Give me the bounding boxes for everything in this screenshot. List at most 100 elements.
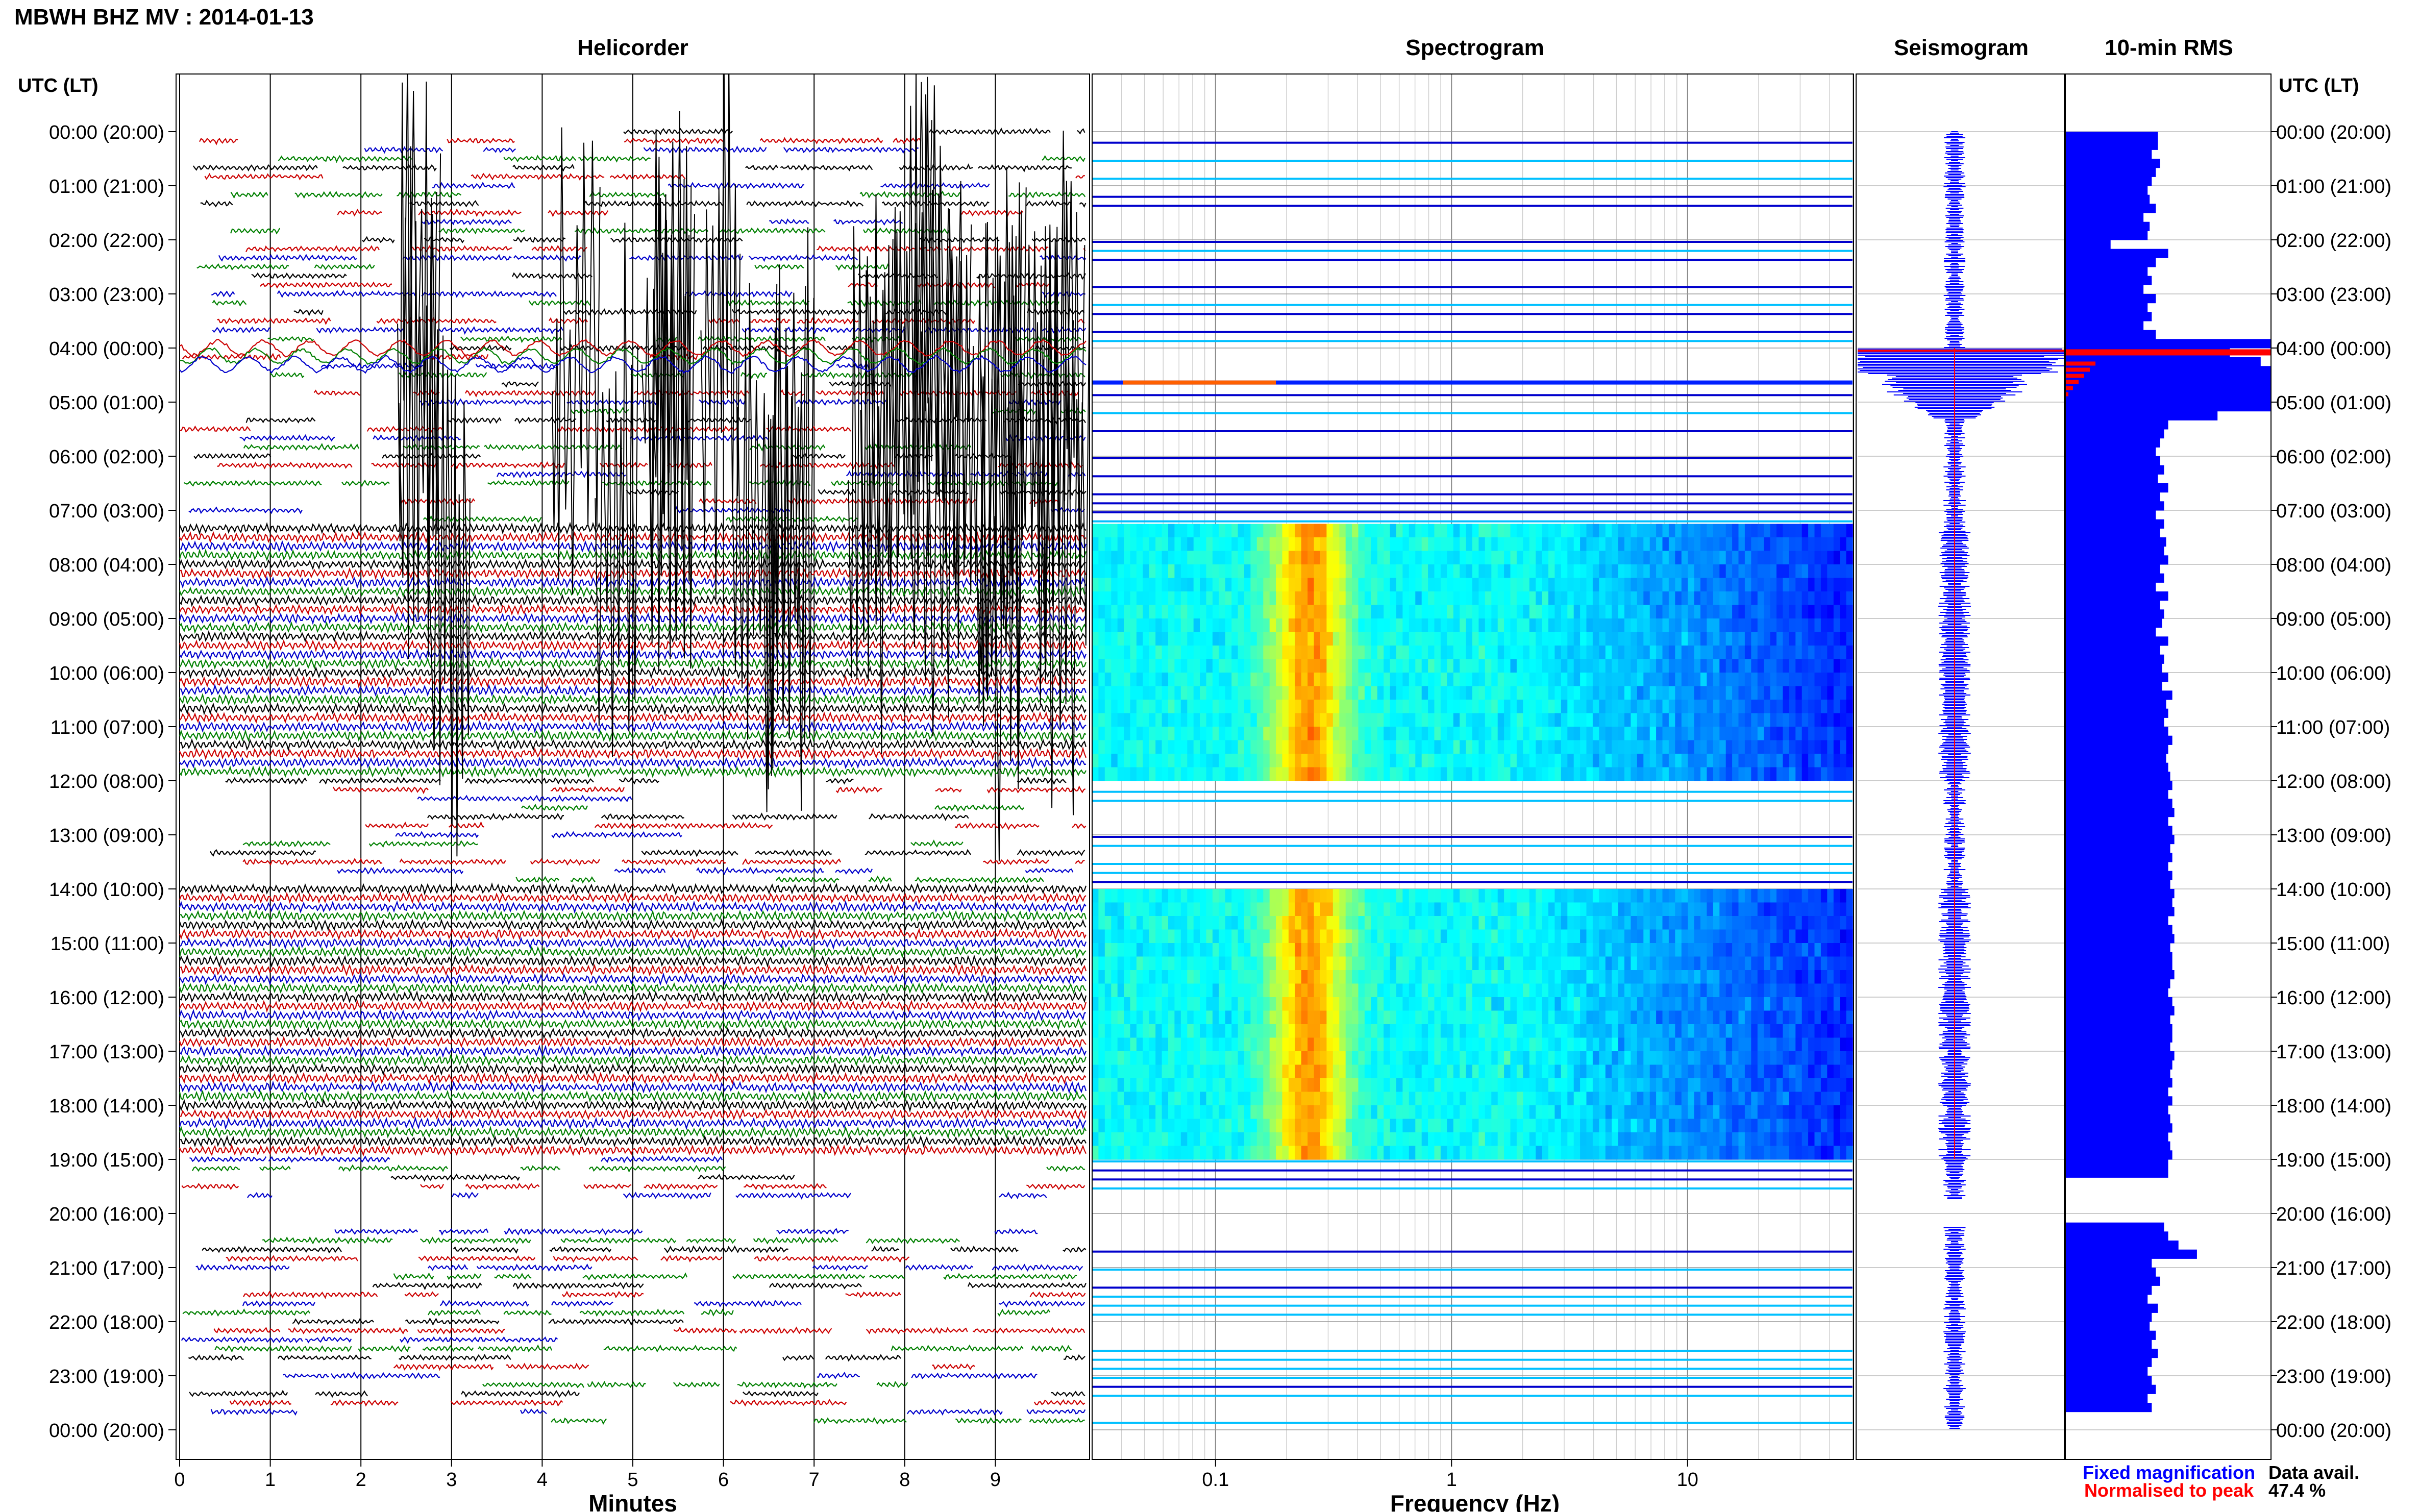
spectrogram-cell bbox=[1415, 970, 1422, 984]
spectrogram-cell bbox=[1694, 754, 1701, 767]
spectrogram-cell bbox=[1846, 618, 1853, 632]
spectrogram-cell bbox=[1618, 632, 1625, 646]
spectrogram-cell bbox=[1377, 889, 1384, 903]
spectrogram-cell bbox=[1707, 618, 1714, 632]
spectrogram-cell bbox=[1339, 727, 1346, 740]
spectrogram-cell bbox=[1478, 1037, 1486, 1052]
spectrogram-cell bbox=[1314, 700, 1321, 713]
spectrogram-cell bbox=[1440, 943, 1448, 957]
spectrogram-cell bbox=[1542, 929, 1549, 944]
spectrogram-cell bbox=[1098, 713, 1105, 727]
spectrogram-cell bbox=[1840, 916, 1847, 930]
spectrogram-cell bbox=[1586, 889, 1593, 903]
spectrogram-cell bbox=[1554, 956, 1562, 971]
spectrogram-cell bbox=[1162, 551, 1169, 565]
spectrogram-cell bbox=[1713, 646, 1720, 659]
spectrogram-cell bbox=[1396, 970, 1403, 984]
spectrogram-cell bbox=[1548, 1024, 1556, 1038]
spectrogram-cell bbox=[1143, 970, 1150, 984]
spectrogram-cell bbox=[1409, 578, 1416, 592]
spectrogram-cell bbox=[1840, 537, 1847, 551]
spectrogram-cell bbox=[1263, 956, 1270, 971]
spectrogram-cell bbox=[1789, 1024, 1796, 1038]
spectrogram-cell bbox=[1440, 605, 1448, 619]
spectrogram-cell bbox=[1332, 673, 1340, 686]
spectrogram-cell bbox=[1573, 1010, 1581, 1025]
spectrogram-cell bbox=[1643, 956, 1650, 971]
spectrogram-cell bbox=[1130, 686, 1137, 700]
spectrogram-cell bbox=[1193, 591, 1200, 605]
spectrogram-cell bbox=[1092, 754, 1099, 767]
spectrogram-cell bbox=[1174, 970, 1181, 984]
spectrogram-cell bbox=[1219, 1078, 1226, 1092]
spectrogram-cell bbox=[1440, 997, 1448, 1011]
spectrogram-cell bbox=[1548, 1078, 1556, 1092]
spectrogram-cell bbox=[1789, 551, 1796, 565]
spectrogram-cell bbox=[1180, 591, 1188, 605]
spectrogram-cell bbox=[1339, 632, 1346, 646]
spectrogram-cell bbox=[1548, 659, 1556, 673]
spectrogram-cell bbox=[1352, 591, 1359, 605]
spectrogram-cell bbox=[1801, 1092, 1809, 1106]
spectrogram-cell bbox=[1409, 983, 1416, 998]
spectrogram-cell bbox=[1586, 929, 1593, 944]
spectrogram-cell bbox=[1764, 564, 1771, 578]
spectrogram-cell bbox=[1707, 524, 1714, 538]
spectrogram-cell bbox=[1783, 578, 1790, 592]
spectrogram-cell bbox=[1314, 767, 1321, 781]
spectrogram-cell bbox=[1554, 1078, 1562, 1092]
spectrogram-cell bbox=[1631, 767, 1638, 781]
spectrogram-cell bbox=[1675, 673, 1682, 686]
spectrogram-cell bbox=[1250, 916, 1257, 930]
spectrogram-cell bbox=[1111, 1037, 1118, 1052]
spectrogram-cell bbox=[1295, 686, 1302, 700]
spectrogram-cell bbox=[1776, 1051, 1784, 1065]
spectrogram-cell bbox=[1332, 537, 1340, 551]
spectrogram-cell bbox=[1256, 1037, 1264, 1052]
spectrogram-cell bbox=[1491, 1078, 1498, 1092]
spectrogram-cell bbox=[1561, 605, 1568, 619]
helicorder-trace-line bbox=[179, 1045, 1087, 1058]
spectrogram-cell bbox=[1649, 591, 1657, 605]
spectrogram-cell bbox=[1200, 929, 1207, 944]
spectrogram-cell bbox=[1776, 740, 1784, 754]
spectrogram-cell bbox=[1801, 943, 1809, 957]
spectrogram-cell bbox=[1250, 727, 1257, 740]
spectrogram-cell bbox=[1434, 902, 1441, 916]
spectrogram-cell bbox=[1326, 970, 1334, 984]
helicorder-trace-line bbox=[551, 831, 682, 839]
spectrogram-cell bbox=[1725, 983, 1733, 998]
spectrogram-cell bbox=[1092, 956, 1099, 971]
spectrogram-cell bbox=[1466, 983, 1473, 998]
spectrogram-cell bbox=[1789, 605, 1796, 619]
spectrogram-cell bbox=[1700, 929, 1708, 944]
spectrogram-cell bbox=[1649, 686, 1657, 700]
spectrogram-cell bbox=[1104, 564, 1112, 578]
spectrogram-cell bbox=[1694, 1105, 1701, 1119]
spectrogram-cell bbox=[1497, 727, 1504, 740]
spectrogram-cell bbox=[1675, 754, 1682, 767]
spectrogram-cell bbox=[1840, 1010, 1847, 1025]
spectrogram-cell bbox=[1117, 767, 1124, 781]
spectrogram-cell bbox=[1358, 983, 1365, 998]
spectrogram-cell bbox=[1536, 1024, 1543, 1038]
spectrogram-cell bbox=[1295, 754, 1302, 767]
spectrogram-cell bbox=[1155, 1051, 1163, 1065]
spectrogram-cell bbox=[1187, 632, 1194, 646]
spectrogram-cell bbox=[1212, 929, 1220, 944]
spectrogram-cell bbox=[1840, 686, 1847, 700]
spectrogram-cell bbox=[1497, 916, 1504, 930]
spectrogram-cell bbox=[1409, 902, 1416, 916]
spectrogram-cell bbox=[1256, 956, 1264, 971]
spectrogram-cell bbox=[1434, 943, 1441, 957]
spectrogram-cell bbox=[1719, 740, 1726, 754]
spectrogram-cell bbox=[1529, 754, 1536, 767]
spectrogram-cell bbox=[1624, 1024, 1632, 1038]
helicorder-trace-line bbox=[829, 380, 892, 388]
spectrogram-cell bbox=[1732, 686, 1739, 700]
spectrogram-cell bbox=[1523, 632, 1530, 646]
spectrogram-cell bbox=[1656, 916, 1663, 930]
spectrogram-cell bbox=[1744, 1024, 1752, 1038]
spectrogram-cell bbox=[1136, 1092, 1144, 1106]
spectrogram-cell bbox=[1332, 1024, 1340, 1038]
